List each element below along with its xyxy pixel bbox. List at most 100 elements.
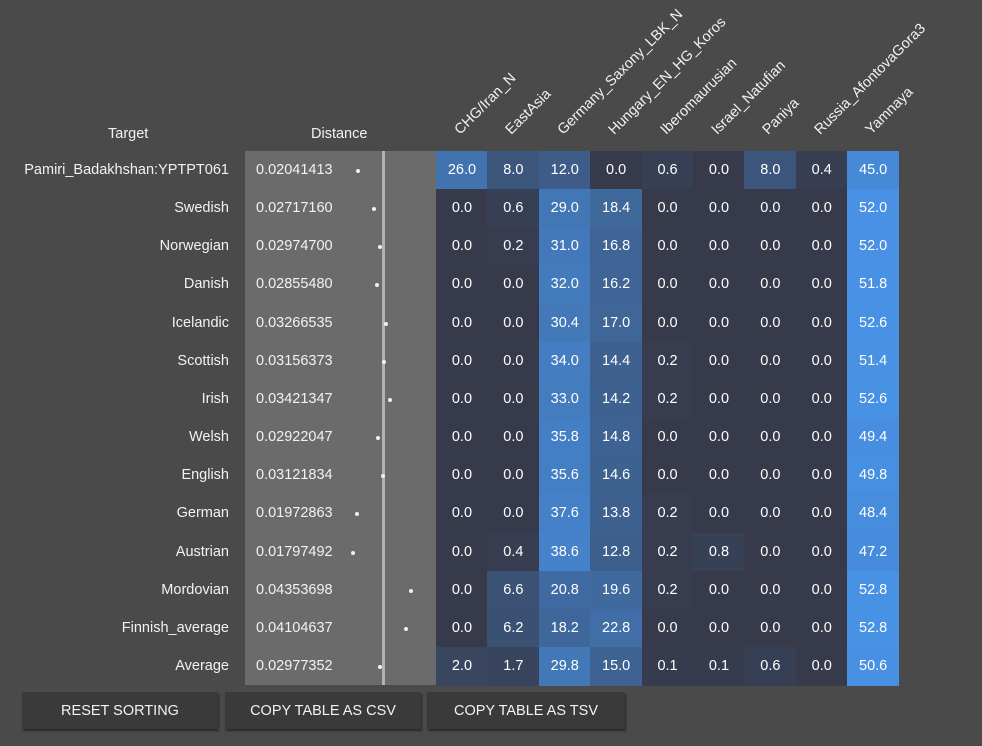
table-cell: 16.2 <box>590 265 643 305</box>
table-cell: 6.2 <box>487 608 540 648</box>
target-label: English <box>181 467 229 484</box>
table-cell: 0.0 <box>744 570 797 610</box>
distance-value: 0.02977352 <box>256 657 333 674</box>
table-cell: 0.0 <box>641 189 694 228</box>
distance-value: 0.04104637 <box>256 619 333 636</box>
target-label: Danish <box>183 276 229 293</box>
table-cell: 0.0 <box>641 456 694 495</box>
target-label: Austrian <box>175 543 229 560</box>
distance-marker <box>356 169 361 173</box>
table-cell: 0.4 <box>487 532 540 572</box>
table-cell: 8.0 <box>487 151 540 190</box>
distance-marker <box>371 207 376 212</box>
table-cell: 22.8 <box>590 608 643 648</box>
table-cell: 0.0 <box>436 418 488 457</box>
distance-value: 0.02922047 <box>256 429 333 446</box>
table-cell: 0.6 <box>641 151 694 190</box>
table-cell: 0.8 <box>693 532 745 572</box>
table-cell: 2.0 <box>436 646 488 686</box>
distance-marker <box>374 283 379 288</box>
table-cell: 0.0 <box>693 341 745 381</box>
table-cell: 51.8 <box>847 265 900 305</box>
column-header[interactable]: Paniya <box>760 95 803 138</box>
table-cell: 12.0 <box>538 151 591 190</box>
table-cell: 0.0 <box>487 494 540 533</box>
table-cell: 0.0 <box>436 608 488 648</box>
table-cell: 51.4 <box>847 341 900 381</box>
distance-marker <box>403 626 408 631</box>
table-cell: 29.8 <box>538 646 591 686</box>
target-label: Mordovian <box>161 581 229 598</box>
table-cell: 0.0 <box>744 379 797 419</box>
table-cell: 0.0 <box>795 265 848 305</box>
target-label: Finnish_average <box>121 619 229 636</box>
table-cell: 0.0 <box>590 151 643 190</box>
table-cell: 13.8 <box>590 494 643 533</box>
table-cell: 0.0 <box>693 456 745 495</box>
copy-tsv-button[interactable]: COPY TABLE AS TSV <box>427 692 625 729</box>
table-cell: 0.0 <box>795 608 848 648</box>
table-cell: 0.0 <box>693 418 745 457</box>
copy-csv-button[interactable]: COPY TABLE AS CSV <box>225 692 421 729</box>
table-cell: 0.0 <box>744 456 797 495</box>
reset-sorting-button[interactable]: RESET SORTING <box>22 692 218 729</box>
distance-value: 0.02717160 <box>256 200 333 217</box>
table-cell: 35.8 <box>538 418 591 457</box>
distance-column-header[interactable]: Distance <box>311 126 368 142</box>
table-cell: 0.0 <box>487 341 540 381</box>
table-cell: 50.6 <box>847 646 900 686</box>
distance-marker <box>350 550 355 555</box>
target-label: Average <box>175 657 229 674</box>
table-cell: 52.6 <box>847 379 900 419</box>
table-cell: 0.0 <box>795 456 848 495</box>
table-cell: 0.0 <box>436 341 488 381</box>
table-cell: 0.0 <box>693 265 745 305</box>
distance-marker <box>384 321 389 326</box>
table-cell: 0.0 <box>436 456 488 495</box>
table-cell: 0.0 <box>744 303 797 343</box>
table-cell: 49.4 <box>847 418 900 457</box>
table-cell: 0.0 <box>641 418 694 457</box>
table-cell: 0.0 <box>744 608 797 648</box>
distance-marker <box>381 474 385 479</box>
target-label: Pamiri_Badakhshan:YPTPT061 <box>24 162 229 178</box>
table-cell: 0.0 <box>487 456 540 495</box>
distance-marker <box>381 359 386 364</box>
table-cell: 0.2 <box>641 494 694 533</box>
table-cell: 0.6 <box>744 646 797 686</box>
table-cell: 0.0 <box>436 303 488 343</box>
table-cell: 0.0 <box>693 494 745 533</box>
distance-value: 0.02974700 <box>256 238 333 255</box>
target-label: Irish <box>201 390 229 407</box>
table-cell: 52.0 <box>847 227 900 266</box>
column-header[interactable]: Yamnaya <box>862 84 917 138</box>
column-header[interactable]: EastAsia <box>503 86 555 138</box>
distance-marker <box>377 245 382 250</box>
table-cell: 0.0 <box>795 341 848 381</box>
table-cell: 14.2 <box>590 379 643 419</box>
table-cell: 33.0 <box>538 379 591 419</box>
table-cell: 0.2 <box>641 532 694 572</box>
table-cell: 0.2 <box>641 570 694 610</box>
table-cell: 0.0 <box>436 532 488 572</box>
table-cell: 0.0 <box>436 379 488 419</box>
table-cell: 0.0 <box>744 494 797 533</box>
table-cell: 0.0 <box>436 189 488 228</box>
table-cell: 19.6 <box>590 570 643 610</box>
table-cell: 0.0 <box>744 189 797 228</box>
target-label: Scottish <box>177 352 229 369</box>
table-cell: 52.0 <box>847 189 900 228</box>
table-cell: 0.0 <box>436 570 488 610</box>
table-cell: 0.0 <box>487 379 540 419</box>
table-cell: 35.6 <box>538 456 591 495</box>
table-cell: 0.0 <box>744 341 797 381</box>
table-cell: 15.0 <box>590 646 643 686</box>
target-column-header[interactable]: Target <box>108 126 149 142</box>
table-cell: 0.0 <box>641 303 694 343</box>
table-cell: 0.0 <box>487 303 540 343</box>
table-cell: 0.0 <box>795 189 848 228</box>
target-label: Swedish <box>174 200 229 217</box>
table-cell: 0.0 <box>795 570 848 610</box>
table-cell: 37.6 <box>538 494 591 533</box>
table-cell: 17.0 <box>590 303 643 343</box>
